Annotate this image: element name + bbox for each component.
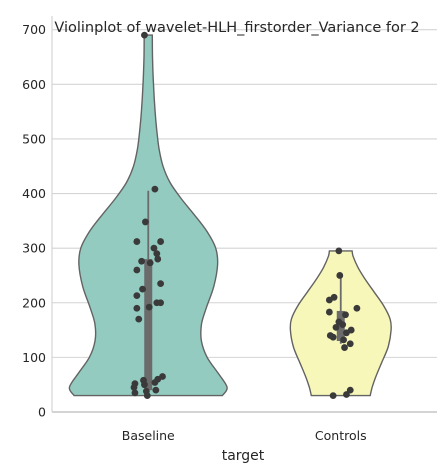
data-point — [346, 340, 354, 348]
data-point — [339, 321, 347, 329]
data-point — [130, 384, 138, 391]
axes: 0 100 200 300 400 500 600 700 Baseline Controls — [22, 16, 437, 443]
y-tick-label: 300 — [22, 241, 46, 256]
y-tick-label: 400 — [22, 186, 46, 201]
data-point — [133, 266, 141, 274]
data-point — [154, 255, 162, 263]
data-point — [157, 299, 165, 307]
data-point — [135, 315, 143, 323]
data-point — [145, 303, 153, 311]
x-tick-label: Controls — [315, 428, 367, 443]
y-tick-label: 100 — [22, 350, 46, 365]
data-point — [151, 185, 159, 193]
data-point — [138, 257, 146, 265]
y-tick-label: 700 — [22, 22, 46, 37]
data-point — [332, 323, 340, 331]
data-point — [341, 344, 348, 351]
y-tick-label: 600 — [22, 77, 46, 92]
data-point — [133, 304, 141, 312]
data-point — [340, 336, 347, 344]
data-point — [342, 311, 349, 319]
data-point — [146, 259, 154, 267]
data-point — [336, 272, 344, 279]
x-tick-label: Baseline — [122, 428, 175, 443]
data-point — [141, 31, 148, 39]
data-points — [130, 31, 361, 400]
data-point — [325, 308, 333, 316]
chart-title: Violinplot of wavelet-HLH_firstorder_Var… — [54, 20, 419, 36]
data-point — [150, 244, 158, 252]
y-tick-label: 500 — [22, 131, 46, 146]
data-point — [133, 238, 141, 245]
data-point — [157, 280, 165, 288]
data-point — [353, 304, 361, 312]
iqr-box-baseline — [144, 259, 153, 391]
data-point — [143, 392, 151, 400]
data-point — [141, 381, 148, 389]
y-tick-label: 200 — [22, 295, 46, 310]
x-axis-label: target — [222, 448, 265, 464]
data-point — [152, 386, 160, 394]
data-point — [133, 292, 141, 300]
data-point — [157, 238, 165, 245]
data-point — [335, 247, 343, 255]
data-point — [131, 389, 139, 397]
data-point — [343, 391, 350, 398]
data-point — [329, 333, 337, 341]
data-point — [151, 379, 159, 386]
data-point — [153, 250, 161, 257]
data-point — [142, 218, 149, 226]
y-tick-label: 0 — [38, 405, 46, 420]
data-point — [139, 285, 146, 293]
data-point — [329, 392, 337, 400]
data-point — [325, 296, 333, 304]
data-point — [343, 329, 350, 337]
